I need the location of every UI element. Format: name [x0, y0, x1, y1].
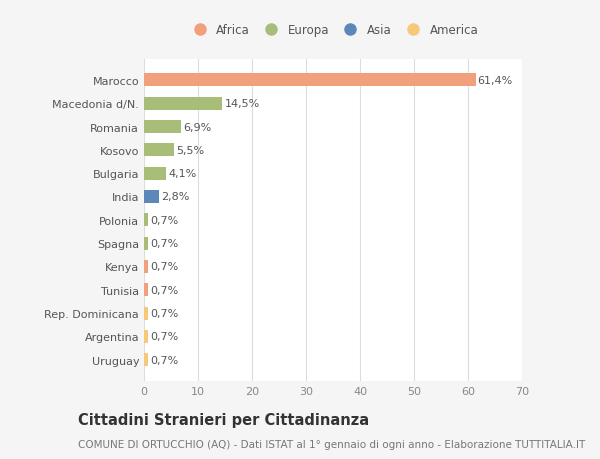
Text: Cittadini Stranieri per Cittadinanza: Cittadini Stranieri per Cittadinanza [78, 413, 369, 428]
Text: 0,7%: 0,7% [150, 308, 178, 319]
Text: 0,7%: 0,7% [150, 215, 178, 225]
Text: COMUNE DI ORTUCCHIO (AQ) - Dati ISTAT al 1° gennaio di ogni anno - Elaborazione : COMUNE DI ORTUCCHIO (AQ) - Dati ISTAT al… [78, 440, 585, 449]
Text: 0,7%: 0,7% [150, 262, 178, 272]
Bar [144, 330, 148, 343]
Text: 14,5%: 14,5% [224, 99, 260, 109]
Bar [144, 237, 148, 250]
Text: 0,7%: 0,7% [150, 332, 178, 341]
Text: 2,8%: 2,8% [161, 192, 190, 202]
Text: 0,7%: 0,7% [150, 285, 178, 295]
Text: 5,5%: 5,5% [176, 146, 204, 156]
Bar [144, 121, 181, 134]
Legend: Africa, Europa, Asia, America: Africa, Europa, Asia, America [188, 24, 478, 37]
Text: 61,4%: 61,4% [478, 76, 513, 86]
Bar [144, 168, 166, 180]
Bar [144, 98, 223, 110]
Text: 6,9%: 6,9% [184, 122, 212, 132]
Bar [144, 284, 148, 297]
Bar [144, 74, 476, 87]
Text: 0,7%: 0,7% [150, 239, 178, 249]
Bar [144, 260, 148, 273]
Bar [144, 307, 148, 320]
Bar [144, 353, 148, 366]
Bar [144, 144, 174, 157]
Text: 0,7%: 0,7% [150, 355, 178, 365]
Bar [144, 214, 148, 227]
Text: 4,1%: 4,1% [168, 169, 197, 179]
Bar [144, 190, 159, 203]
